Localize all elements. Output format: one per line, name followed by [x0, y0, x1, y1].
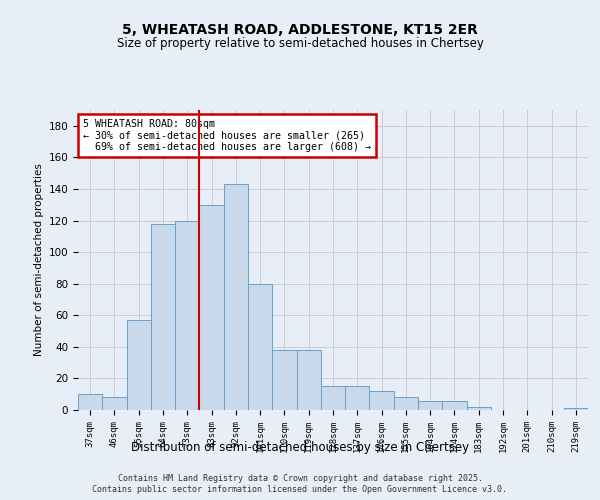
- Bar: [418, 400, 442, 410]
- Bar: [370, 391, 394, 410]
- Bar: [442, 400, 467, 410]
- Text: 5 WHEATASH ROAD: 80sqm
← 30% of semi-detached houses are smaller (265)
  69% of : 5 WHEATASH ROAD: 80sqm ← 30% of semi-det…: [83, 119, 371, 152]
- Bar: [151, 224, 175, 410]
- Bar: [394, 398, 418, 410]
- Text: Contains HM Land Registry data © Crown copyright and database right 2025.
Contai: Contains HM Land Registry data © Crown c…: [92, 474, 508, 494]
- Bar: [199, 204, 224, 410]
- Text: Distribution of semi-detached houses by size in Chertsey: Distribution of semi-detached houses by …: [131, 441, 469, 454]
- Bar: [345, 386, 370, 410]
- Bar: [78, 394, 102, 410]
- Text: Size of property relative to semi-detached houses in Chertsey: Size of property relative to semi-detach…: [116, 38, 484, 51]
- Bar: [102, 398, 127, 410]
- Bar: [127, 320, 151, 410]
- Bar: [564, 408, 588, 410]
- Bar: [224, 184, 248, 410]
- Bar: [175, 220, 199, 410]
- Y-axis label: Number of semi-detached properties: Number of semi-detached properties: [34, 164, 44, 356]
- Bar: [248, 284, 272, 410]
- Bar: [296, 350, 321, 410]
- Bar: [467, 407, 491, 410]
- Bar: [272, 350, 296, 410]
- Text: 5, WHEATASH ROAD, ADDLESTONE, KT15 2ER: 5, WHEATASH ROAD, ADDLESTONE, KT15 2ER: [122, 22, 478, 36]
- Bar: [321, 386, 345, 410]
